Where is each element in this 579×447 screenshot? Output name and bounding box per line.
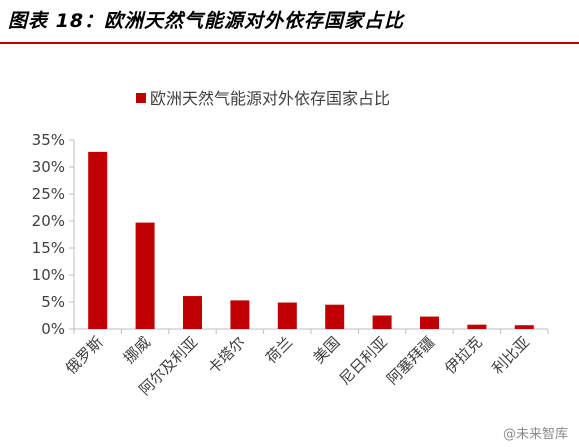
bar xyxy=(372,315,392,329)
y-tick-label: 20% xyxy=(32,212,65,230)
legend-label: 欧洲天然气能源对外依存国家占比 xyxy=(150,89,390,108)
bar xyxy=(88,151,108,329)
category-label: 俄罗斯 xyxy=(62,333,107,378)
legend-swatch xyxy=(136,93,146,103)
category-label: 美国 xyxy=(310,333,344,367)
bar xyxy=(420,316,439,329)
bar xyxy=(183,296,202,329)
bars xyxy=(88,151,534,329)
bar xyxy=(230,300,250,329)
y-tick-label: 10% xyxy=(32,266,65,284)
category-label: 挪威 xyxy=(120,333,154,367)
watermark: @未来智库 xyxy=(499,422,571,443)
category-label: 荷兰 xyxy=(262,333,296,367)
y-tick-label: 5% xyxy=(41,293,65,311)
bar xyxy=(135,222,155,329)
category-label: 伊拉克 xyxy=(441,333,486,378)
y-tick-label: 30% xyxy=(32,158,65,176)
category-label: 尼日利亚 xyxy=(336,333,391,388)
bar xyxy=(325,304,345,329)
category-label: 卡塔尔 xyxy=(204,333,249,378)
chart-legend: 欧洲天然气能源对外依存国家占比 xyxy=(136,89,390,108)
x-axis xyxy=(73,328,549,334)
bar xyxy=(277,302,297,329)
figure-title: 图表 18：欧洲天然气能源对外依存国家占比 xyxy=(8,10,405,32)
bar xyxy=(467,324,487,329)
bar xyxy=(514,325,534,329)
y-tick-label: 25% xyxy=(32,185,65,203)
category-label: 利比亚 xyxy=(489,333,534,378)
title-divider xyxy=(0,42,579,44)
category-label: 阿塞拜疆 xyxy=(383,333,438,388)
y-tick-label: 35% xyxy=(32,131,65,149)
y-tick-label: 0% xyxy=(41,320,65,338)
y-tick-label: 15% xyxy=(32,239,65,257)
y-axis: 0% 5% 10% 15% 20% 25% 30% 35% xyxy=(32,131,75,338)
